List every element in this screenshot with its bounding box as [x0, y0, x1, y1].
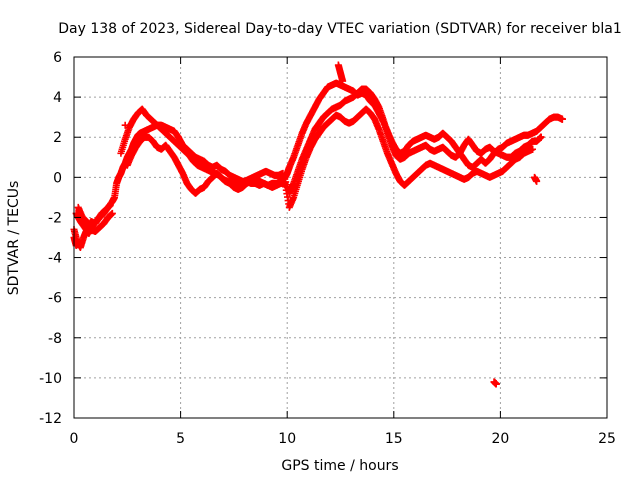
x-tick-label: 10 [278, 431, 296, 447]
data-point [106, 201, 114, 209]
y-tick-label: 0 [53, 170, 62, 186]
x-axis-label: GPS time / hours [281, 458, 398, 474]
data-series [74, 105, 536, 235]
y-tick-label: -10 [39, 371, 62, 387]
x-tick-label: 0 [70, 431, 79, 447]
y-tick-label: -2 [48, 210, 62, 226]
y-tick-label: 4 [53, 90, 62, 106]
data-point [558, 115, 566, 123]
y-tick-label: -8 [48, 331, 62, 347]
x-tick-label: 15 [385, 431, 403, 447]
data-point [537, 133, 545, 141]
x-tick-label: 5 [176, 431, 185, 447]
data-point [108, 209, 116, 217]
data-series [70, 79, 566, 252]
data-point [339, 77, 347, 85]
plot-frame [73, 56, 608, 419]
y-tick-label: -12 [39, 411, 62, 427]
data-point [533, 177, 541, 185]
data-series [70, 61, 541, 388]
data-points [70, 61, 566, 388]
x-tick-label: 20 [491, 431, 509, 447]
y-tick-label: -4 [48, 251, 62, 267]
y-axis-label: SDTVAR / TECUs [6, 181, 22, 296]
data-series [72, 85, 545, 237]
data-point [121, 121, 129, 129]
chart-title: Day 138 of 2023, Sidereal Day-to-day VTE… [58, 21, 621, 37]
x-tick-label: 25 [598, 431, 616, 447]
y-tick-label: 2 [53, 130, 62, 146]
grid-lines [74, 57, 607, 418]
data-point [528, 145, 536, 153]
y-tick-label: -6 [48, 291, 62, 307]
data-point [492, 380, 500, 388]
y-tick-label: 6 [53, 50, 62, 66]
